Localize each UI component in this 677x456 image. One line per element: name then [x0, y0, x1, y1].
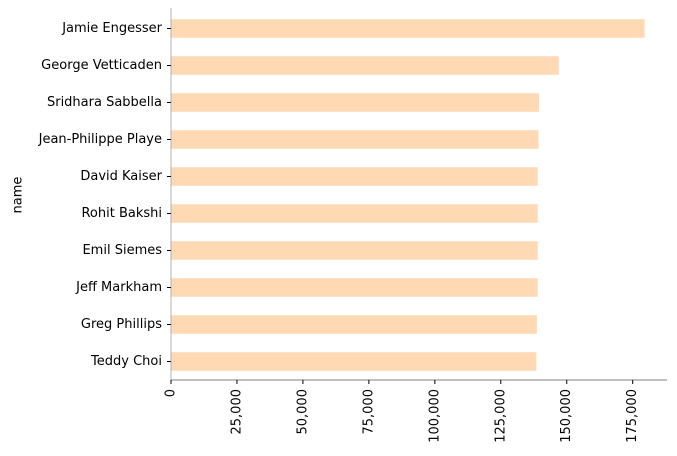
x-tick-label: 75,000 [361, 389, 376, 435]
y-tick-label: Greg Phillips [81, 317, 162, 332]
x-axis-ticks: 0 25,000 50,000 75,000 100,000 125,000 150,000… [164, 380, 640, 443]
bar [171, 315, 537, 334]
y-axis-title: name [11, 177, 26, 214]
x-tick-label: 100,000 [427, 389, 442, 443]
x-tick-label: 50,000 [295, 389, 310, 435]
x-tick-label: 150,000 [559, 389, 574, 443]
x-tick-label: 125,000 [493, 389, 508, 443]
y-tick-label: Emil Siemes [82, 243, 162, 258]
y-tick-label: Jamie Engesser [61, 21, 162, 36]
x-tick-label: 0 [164, 389, 179, 397]
bar [171, 204, 538, 223]
bar [171, 167, 538, 186]
x-tick-label: 25,000 [229, 389, 244, 435]
bar [171, 56, 559, 75]
bars-group [171, 19, 645, 371]
y-tick-label: Jeff Markham [75, 280, 162, 295]
x-tick-label: 175,000 [625, 389, 640, 443]
y-tick-label: George Vetticaden [41, 58, 162, 73]
bar [171, 352, 537, 371]
y-axis-ticks: Jamie Engesser George Vetticaden Sridhara … [38, 21, 171, 369]
y-tick-label: Rohit Bakshi [81, 206, 162, 221]
bar [171, 278, 538, 297]
bar [171, 130, 539, 149]
y-tick-label: Teddy Choi [90, 354, 162, 369]
bar [171, 19, 645, 38]
bar [171, 93, 540, 112]
bar [171, 241, 538, 260]
y-tick-label: David Kaiser [80, 169, 162, 184]
y-tick-label: Jean-Philippe Playe [38, 132, 162, 147]
y-tick-label: Sridhara Sabbella [47, 95, 162, 110]
